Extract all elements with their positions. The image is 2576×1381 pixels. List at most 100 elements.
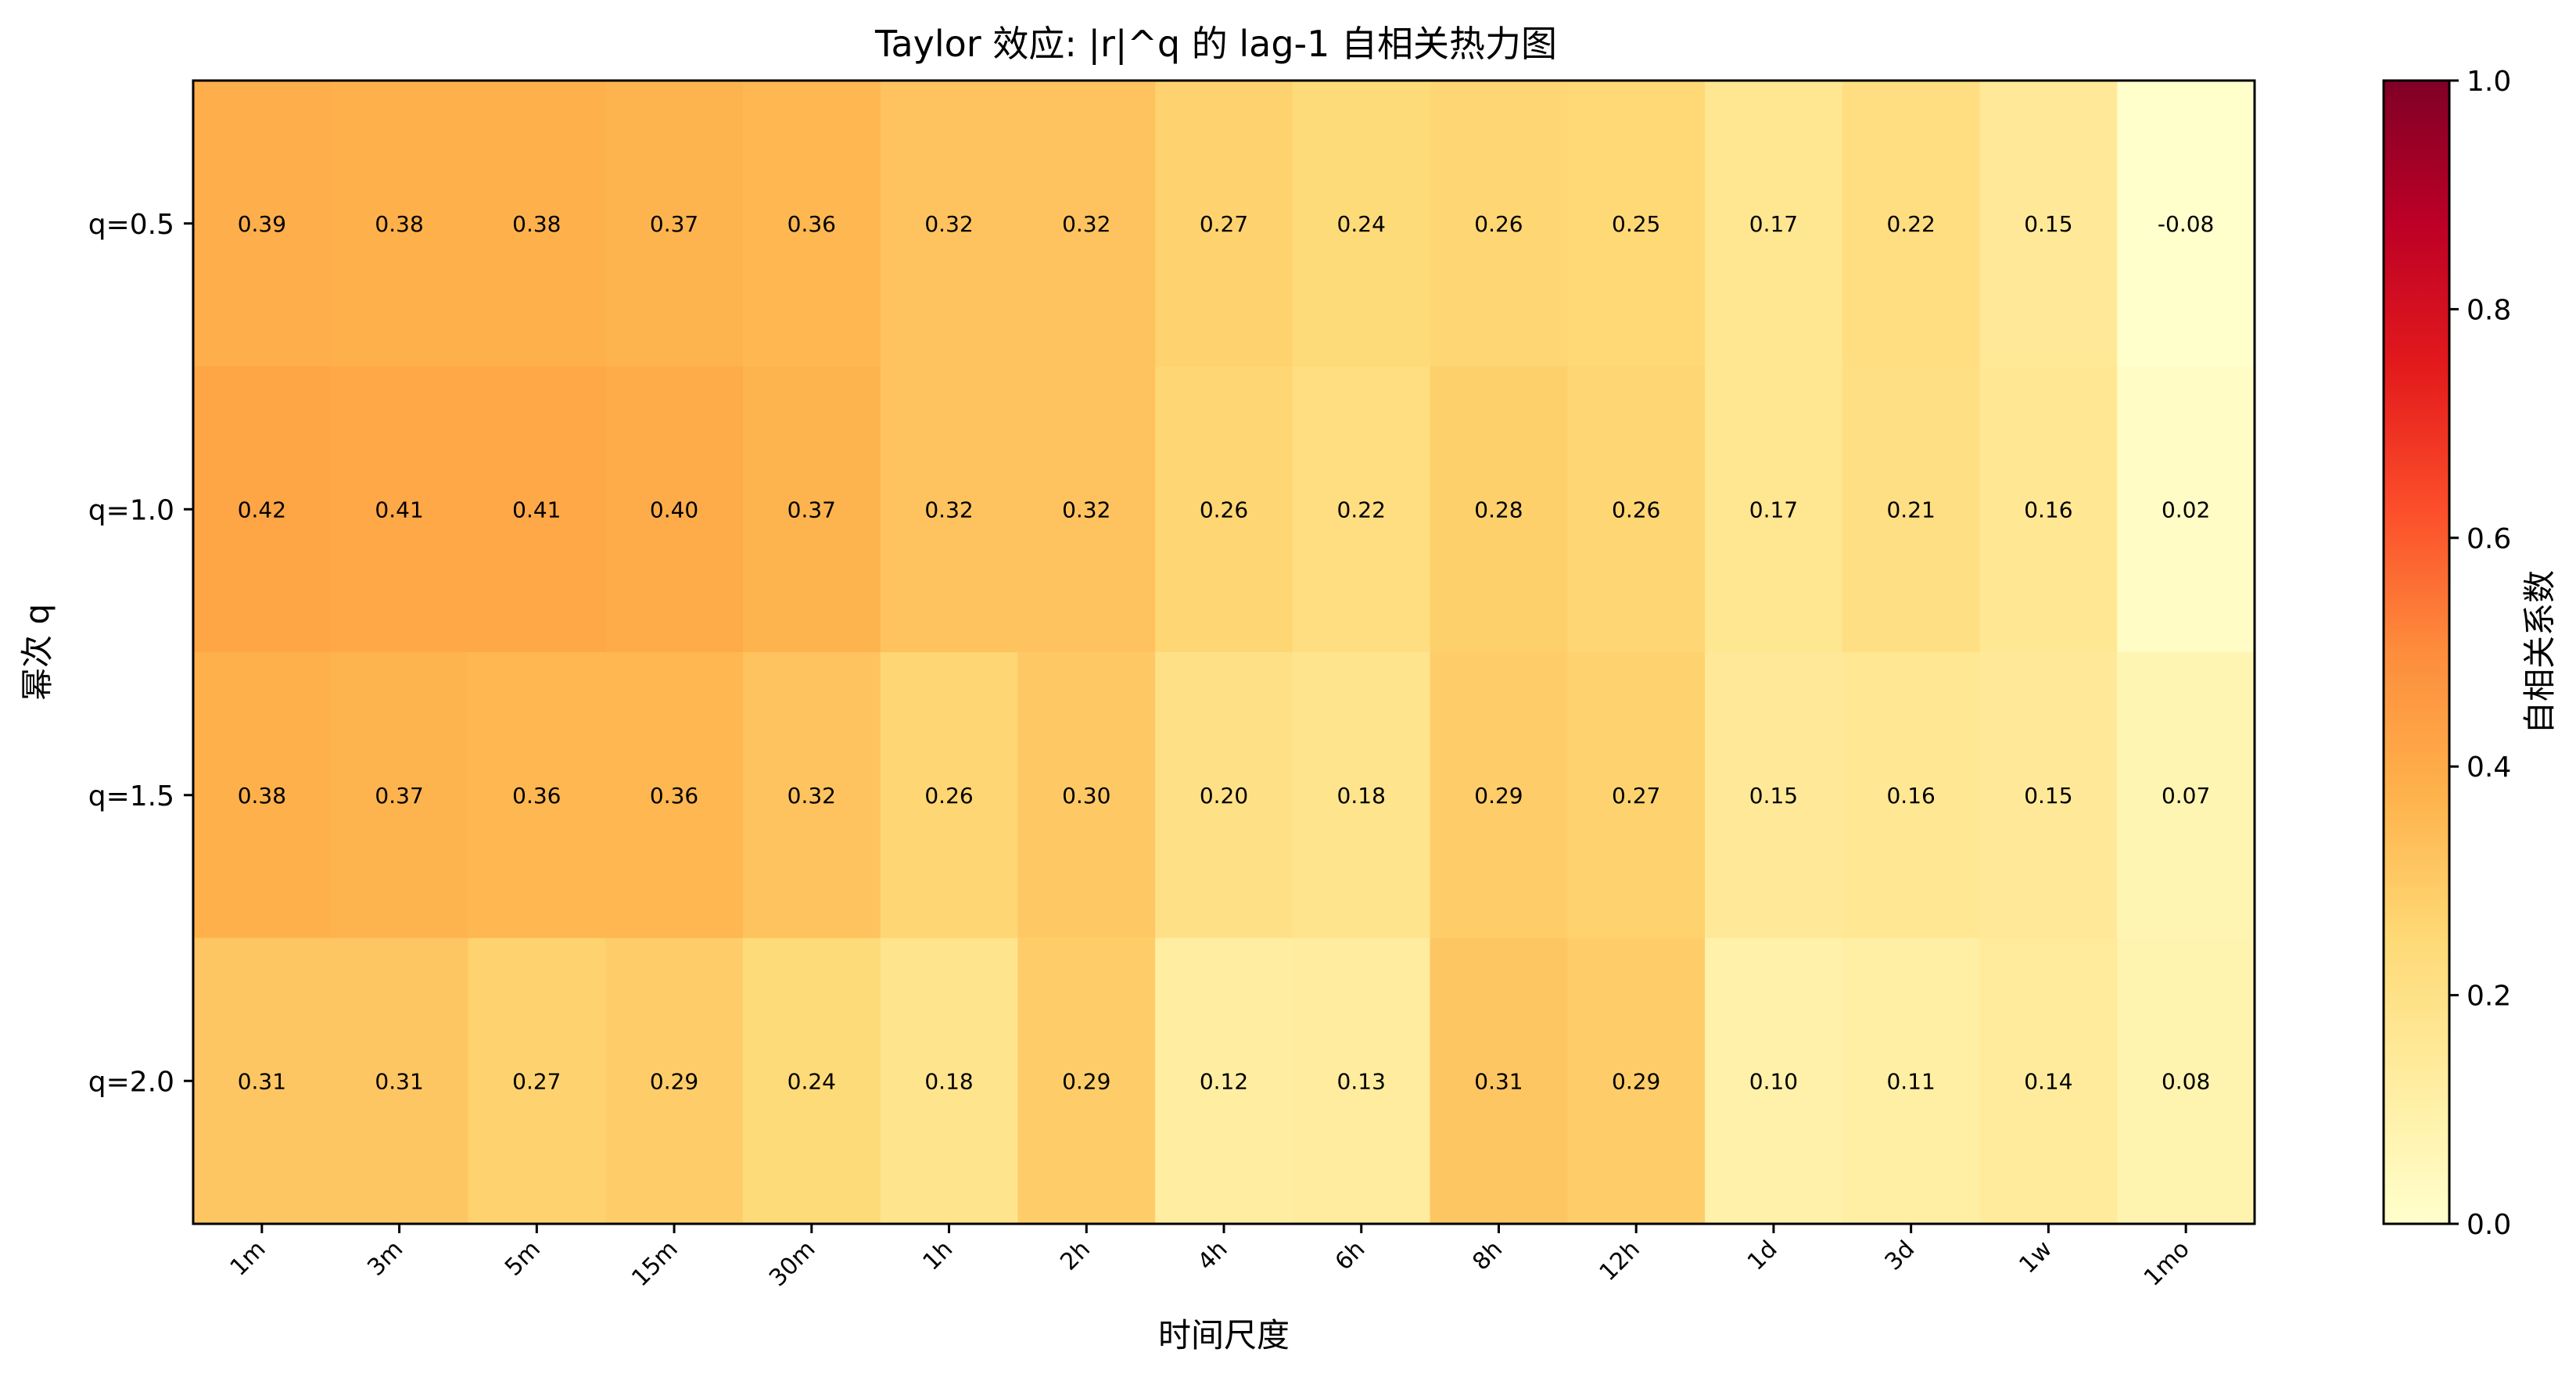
cell-value-label: 0.31 — [238, 1068, 286, 1094]
y-tick-label: q=1.0 — [88, 494, 174, 526]
heatmap-cell — [1567, 366, 1706, 653]
cell-value-label: 0.39 — [238, 211, 286, 237]
heatmap-cell — [1705, 938, 1843, 1225]
cell-value-label: 0.26 — [1474, 211, 1523, 237]
colorbar-tick-label: 0.0 — [2467, 1209, 2511, 1241]
cell-value-label: 0.29 — [650, 1068, 698, 1094]
heatmap-cell — [330, 652, 469, 939]
heatmap-cell — [1292, 366, 1431, 653]
heatmap-cell — [1705, 366, 1843, 653]
heatmap-cell — [193, 652, 332, 939]
x-axis: 1m 3m 5m 15m 30m 1h 2h 4h 6h 8h 12h 1d 3d 1w 1mo — [225, 1224, 2195, 1292]
cell-value-label: 0.17 — [1749, 211, 1798, 237]
cell-value-label: 0.15 — [2024, 211, 2072, 237]
heatmap-cell — [880, 366, 1018, 653]
y-tick-label: q=2.0 — [88, 1066, 174, 1098]
cell-value-label: 0.26 — [1612, 497, 1660, 522]
colorbar: 0.0 0.2 0.4 0.6 0.8 1.0 自相关系数 — [2382, 66, 2559, 1241]
cell-value-label: 0.13 — [1337, 1068, 1386, 1094]
cell-value-label: 0.41 — [512, 497, 561, 522]
cell-value-label: 0.08 — [2162, 1068, 2210, 1094]
heatmap-cell — [2117, 81, 2255, 368]
heatmap-cell — [742, 366, 881, 653]
heatmap-cell — [1979, 652, 2118, 939]
heatmap-cell — [1979, 366, 2118, 653]
cell-value-label: 0.21 — [1886, 497, 1935, 522]
cell-value-label: 0.25 — [1612, 211, 1660, 237]
heatmap-cell — [1842, 652, 1981, 939]
colorbar-tick-label: 0.6 — [2467, 523, 2511, 555]
colorbar-tick-label: 0.4 — [2467, 751, 2511, 784]
heatmap-cell — [1842, 938, 1981, 1225]
cell-value-label: 0.18 — [1337, 783, 1386, 809]
heatmap-cell — [193, 366, 332, 653]
cell-value-label: 0.17 — [1749, 497, 1798, 522]
heatmap-cell — [2117, 938, 2255, 1225]
x-tick-label: 4h — [1193, 1236, 1233, 1276]
chart-title: Taylor 效应: |r|^q 的 lag-1 自相关热力图 — [874, 23, 1557, 66]
heatmap-cell — [193, 81, 332, 368]
cell-value-label: 0.16 — [1886, 783, 1935, 809]
cell-value-label: 0.16 — [2024, 497, 2072, 522]
heatmap-cell — [330, 81, 469, 368]
x-tick-label: 5m — [500, 1236, 546, 1282]
heatmap-cell — [468, 938, 606, 1225]
heatmap-cell — [1567, 938, 1706, 1225]
cell-value-label: 0.32 — [788, 783, 836, 809]
cell-value-label: 0.32 — [924, 497, 973, 522]
cell-value-label: 0.37 — [788, 497, 836, 522]
y-axis-label: 幂次 q — [18, 604, 56, 701]
cell-value-label: 0.27 — [1612, 783, 1660, 809]
y-tick-label: q=0.5 — [88, 209, 174, 241]
heatmap-cell — [1430, 366, 1568, 653]
colorbar-tick-label: 0.2 — [2467, 981, 2511, 1013]
colorbar-tick-label: 0.8 — [2467, 294, 2511, 326]
cell-value-label: 0.27 — [1200, 211, 1248, 237]
cell-value-label: 0.41 — [375, 497, 423, 522]
heatmap-cell — [880, 652, 1018, 939]
heatmap-cell — [1017, 366, 1156, 653]
cell-value-label: 0.38 — [238, 783, 286, 809]
heatmap-cell — [1155, 938, 1293, 1225]
heatmap-cell — [330, 938, 469, 1225]
x-tick-label: 1mo — [2139, 1236, 2195, 1292]
cell-value-label: 0.42 — [238, 497, 286, 522]
heatmap-cell — [193, 938, 332, 1225]
cell-value-label: 0.22 — [1337, 497, 1386, 522]
heatmap-cell — [1567, 81, 1706, 368]
cell-value-label: 0.15 — [2024, 783, 2072, 809]
heatmap-cell — [1842, 366, 1981, 653]
heatmap-cell — [605, 938, 744, 1225]
heatmap-cell — [330, 366, 469, 653]
cell-value-label: 0.24 — [788, 1068, 836, 1094]
x-tick-label: 3m — [362, 1236, 408, 1282]
cell-value-label: 0.30 — [1062, 783, 1110, 809]
x-tick-label: 6h — [1330, 1236, 1371, 1276]
x-tick-label: 1w — [2014, 1236, 2058, 1279]
heatmap-cell — [1842, 81, 1981, 368]
colorbar-gradient — [2382, 79, 2451, 1225]
heatmap-cell — [1292, 938, 1431, 1225]
colorbar-tick-label: 1.0 — [2467, 66, 2511, 98]
heatmap-cells: 0.39 0.38 0.38 0.37 0.36 0.32 0.32 0.27 0.24 0.26… — [193, 81, 2255, 1225]
heatmap-cell — [1292, 652, 1431, 939]
cell-value-label: 0.40 — [650, 497, 698, 522]
cell-value-label: 0.27 — [512, 1068, 561, 1094]
heatmap-cell — [2117, 366, 2255, 653]
heatmap-cell — [605, 366, 744, 653]
y-axis: q=0.5 q=1.0 q=1.5 q=2.0 — [88, 209, 193, 1098]
x-tick-label: 3d — [1880, 1236, 1921, 1276]
heatmap-cell — [1292, 81, 1431, 368]
cell-value-label: 0.02 — [2162, 497, 2210, 522]
x-tick-label: 30m — [764, 1236, 820, 1292]
cell-value-label: 0.32 — [1062, 497, 1110, 522]
cell-value-label: 0.26 — [1200, 497, 1248, 522]
x-axis-label: 时间尺度 — [1158, 1316, 1290, 1354]
heatmap-cell — [1155, 366, 1293, 653]
cell-value-label: 0.11 — [1886, 1068, 1935, 1094]
heatmap-cell — [468, 652, 606, 939]
x-tick-label: 2h — [1055, 1236, 1096, 1276]
cell-value-label: 0.38 — [375, 211, 423, 237]
cell-value-label: 0.31 — [1474, 1068, 1523, 1094]
